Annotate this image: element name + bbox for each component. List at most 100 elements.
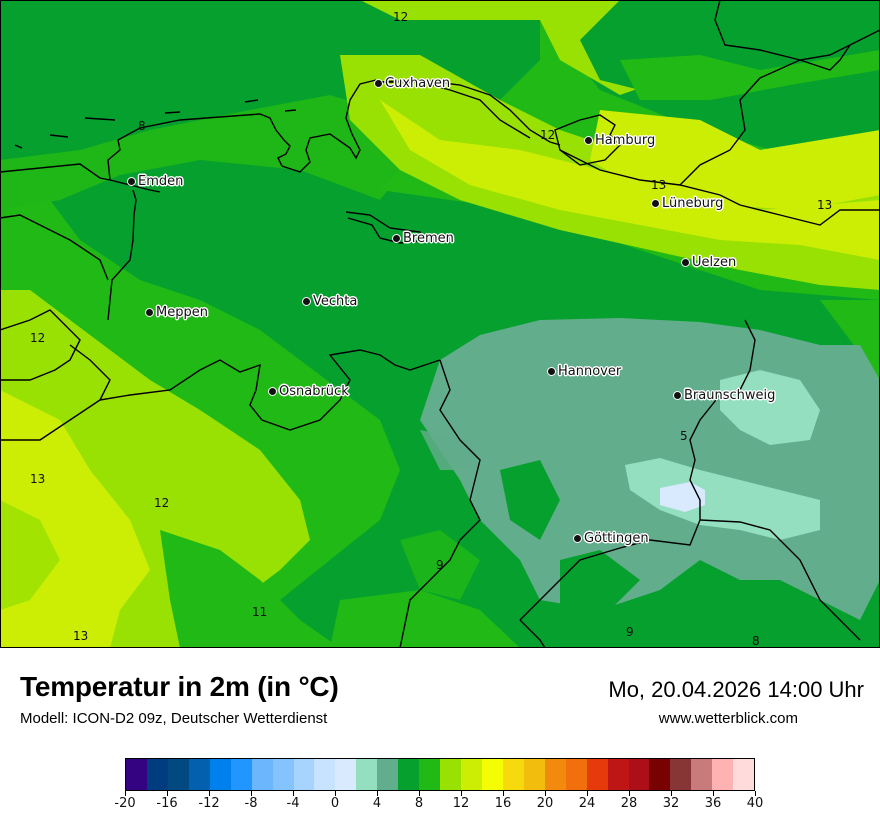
colorbar-tick [586,791,588,796]
contour-label: 9 [436,558,444,572]
colorbar-bin [188,759,210,790]
city-label: Osnabrück [279,384,349,399]
valid-datetime: Mo, 20.04.2026 14:00 Uhr [608,677,864,702]
colorbar-tick [334,791,336,796]
city-dot-icon [584,136,593,145]
colorbar-bin [544,759,566,790]
contour-label: 13 [73,629,89,643]
colorbar-bin [461,759,482,790]
city-label: Bremen [403,231,454,246]
colorbar-bin [481,759,503,790]
colorbar-tick [502,791,504,796]
city-dot-icon [268,387,277,396]
city-label: Hannover [558,364,622,379]
colorbar-bin [712,759,734,790]
colorbar-tick-label: 4 [372,796,382,811]
colorbar-tick-label: 24 [578,796,596,811]
colorbar-tick [754,791,756,796]
city-label: Emden [138,174,184,189]
contour-label: 12 [154,496,170,510]
city-label: Meppen [156,305,208,320]
colorbar-tick [712,791,714,796]
city-dot-icon [127,177,136,186]
colorbar-tick-label: 16 [494,796,512,811]
colorbar-bin [230,759,252,790]
contour-label: 11 [252,605,268,619]
colorbar-tick-label: 8 [414,796,424,811]
colorbar-bin [314,759,336,790]
city-dot-icon [573,534,582,543]
colorbar-tick-label: -8 [244,796,258,811]
city-dot-icon [302,297,311,306]
temperature-colorbar [125,758,755,791]
city-dot-icon [547,367,556,376]
contour-label: 12 [540,128,556,142]
city-marker-meppen: Meppen [145,305,208,320]
city-label: Hamburg [595,133,656,148]
city-dot-icon [145,308,154,317]
colorbar-bin [126,759,147,790]
city-label: Cuxhaven [385,76,451,91]
colorbar-bin [649,759,671,790]
colorbar-tick [628,791,630,796]
contour-label: 8 [138,119,146,133]
model-subtitle: Modell: ICON-D2 09z, Deutscher Wetterdie… [20,710,328,727]
colorbar-bin [356,759,378,790]
colorbar-tick [124,791,126,796]
colorbar-bin [670,759,692,790]
temperature-map [0,0,880,648]
colorbar-tick [670,791,672,796]
city-marker-emden: Emden [127,174,183,189]
city-marker-cuxhaven: Cuxhaven [374,76,450,91]
city-marker-osnabrueck: Osnabrück [268,384,349,399]
colorbar-bin [628,759,650,790]
website-credit: www.wetterblick.com [658,710,798,727]
colorbar-bin [251,759,273,790]
colorbar-tick-label: -20 [114,796,136,811]
colorbar-tick [418,791,420,796]
colorbar-bin [440,759,461,790]
city-marker-vechta: Vechta [302,294,357,309]
colorbar-bin [167,759,189,790]
colorbar-tick-label: 0 [330,796,340,811]
colorbar-tick-label: -16 [156,796,178,811]
colorbar-tick-label: 40 [746,796,764,811]
colorbar-bin [146,759,168,790]
colorbar-bin [398,759,420,790]
colorbar-tick-label: 36 [704,796,722,811]
contour-label: 13 [30,472,46,486]
colorbar-bin [419,759,441,790]
colorbar-bin [209,759,231,790]
colorbar-bin [502,759,524,790]
colorbar-bin [733,759,755,790]
colorbar-tick [460,791,462,796]
city-dot-icon [673,391,682,400]
colorbar-bin [586,759,608,790]
map-title: Temperatur in 2m (in °C) [20,671,339,702]
colorbar-tick [376,791,378,796]
colorbar-tick [208,791,210,796]
contour-label: 8 [752,634,760,648]
colorbar-bin [691,759,713,790]
contour-label: 12 [30,331,46,345]
colorbar-tick-label: 12 [452,796,470,811]
colorbar-tick-label: 32 [662,796,680,811]
colorbar-bin [293,759,315,790]
colorbar-ticks: -20 -16 -12 -8 -4 0 4 8 12 16 20 24 28 32 36 40 [114,791,763,821]
city-dot-icon [651,199,660,208]
city-marker-hamburg: Hamburg [584,133,655,148]
colorbar-bin [377,759,399,790]
contour-label: 13 [651,178,667,192]
city-dot-icon [681,258,690,267]
city-label: Braunschweig [684,388,776,403]
colorbar-bin [272,759,294,790]
city-marker-goettingen: Göttingen [573,531,649,546]
colorbar-tick [250,791,252,796]
colorbar-tick-label: 20 [536,796,554,811]
colorbar-bin [607,759,629,790]
colorbar-bin [335,759,357,790]
contour-label: 12 [393,10,409,24]
city-marker-lueneburg: Lüneburg [651,196,723,211]
colorbar-tick-label: -4 [286,796,300,811]
colorbar-tick-label: -12 [198,796,220,811]
